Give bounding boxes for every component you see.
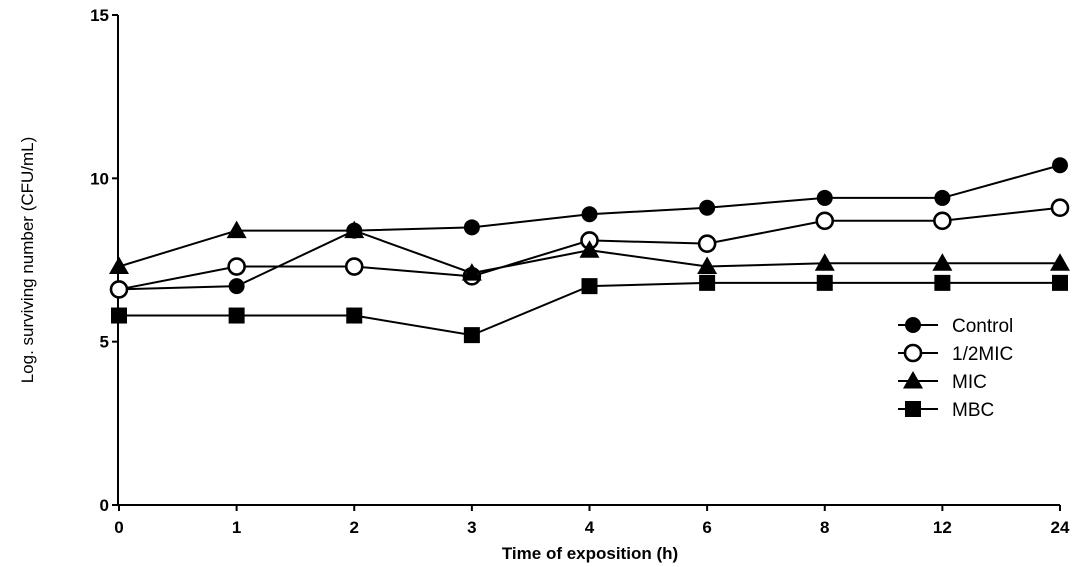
legend-item-control: Control xyxy=(898,316,1013,337)
data-point-1-2mic xyxy=(1050,198,1070,218)
series-line-control xyxy=(118,164,1061,291)
data-point-mbc xyxy=(463,327,480,344)
y-tick-label: 10 xyxy=(90,169,109,188)
data-point-1-2mic xyxy=(697,234,717,253)
x-tick-label: 2 xyxy=(350,518,359,537)
legend-label-mic: MIC xyxy=(952,372,987,393)
data-point-mbc xyxy=(111,307,127,324)
data-point-mic xyxy=(461,263,482,281)
legend-item-mbc: MBC xyxy=(898,400,994,421)
x-tick-label: 4 xyxy=(585,518,595,537)
x-axis-title: Time of exposition (h) xyxy=(502,544,678,563)
data-point-mbc xyxy=(346,307,363,324)
series-mic xyxy=(109,220,1070,281)
x-tick-label: 8 xyxy=(820,518,829,537)
data-point-mic xyxy=(697,256,718,275)
series-layer xyxy=(109,157,1070,344)
data-point-mic xyxy=(932,253,953,271)
data-point-1-2mic xyxy=(344,257,364,276)
legend-marker-mic xyxy=(903,371,923,389)
legend-marker-control xyxy=(905,317,921,333)
y-tick-label: 5 xyxy=(100,333,109,352)
data-point-mic xyxy=(1050,253,1070,271)
data-point-1-2mic xyxy=(815,211,835,231)
data-point-mbc xyxy=(699,274,716,291)
data-point-control xyxy=(228,278,245,295)
legend-marker-mbc xyxy=(905,401,921,417)
legend: Control 1/2MIC MIC MBC xyxy=(898,316,1013,421)
data-point-1-2mic xyxy=(227,257,246,276)
data-point-mic xyxy=(579,240,600,258)
x-tick-label: 3 xyxy=(467,518,476,537)
series-mbc xyxy=(111,274,1068,344)
data-point-mic xyxy=(226,220,247,239)
data-point-control xyxy=(581,206,598,223)
x-tick-label: 1 xyxy=(232,518,241,537)
legend-item-mic: MIC xyxy=(898,371,987,393)
y-axis-title: Log. surviving number (CFU/mL) xyxy=(18,137,37,384)
data-point-1-2mic xyxy=(933,211,952,231)
data-point-mic xyxy=(109,256,129,275)
y-tick-label: 0 xyxy=(100,496,109,515)
legend-item-1-2mic: 1/2MIC xyxy=(898,343,1013,365)
legend-label-mbc: MBC xyxy=(952,400,994,421)
data-point-control xyxy=(1052,157,1068,174)
data-point-mbc xyxy=(581,278,598,295)
data-point-control xyxy=(816,189,833,206)
x-tick-label: 12 xyxy=(933,518,952,537)
x-tick-label: 0 xyxy=(114,518,123,537)
data-point-mbc xyxy=(816,274,833,291)
data-point-mic xyxy=(344,220,365,239)
data-point-mbc xyxy=(228,307,245,324)
series-control xyxy=(111,157,1068,298)
data-point-control xyxy=(699,199,716,216)
data-point-mbc xyxy=(1052,274,1068,291)
legend-label-1-2mic: 1/2MIC xyxy=(952,344,1013,365)
x-tick-label: 24 xyxy=(1051,518,1070,537)
data-point-control xyxy=(463,219,480,236)
data-point-mic xyxy=(814,253,835,271)
legend-marker-1-2mic xyxy=(903,343,923,363)
data-point-mbc xyxy=(934,274,951,291)
y-tick-label: 15 xyxy=(90,6,109,25)
data-point-control xyxy=(934,189,951,206)
legend-label-control: Control xyxy=(952,316,1013,337)
x-tick-label: 6 xyxy=(702,518,711,537)
data-point-1-2mic xyxy=(109,280,129,299)
